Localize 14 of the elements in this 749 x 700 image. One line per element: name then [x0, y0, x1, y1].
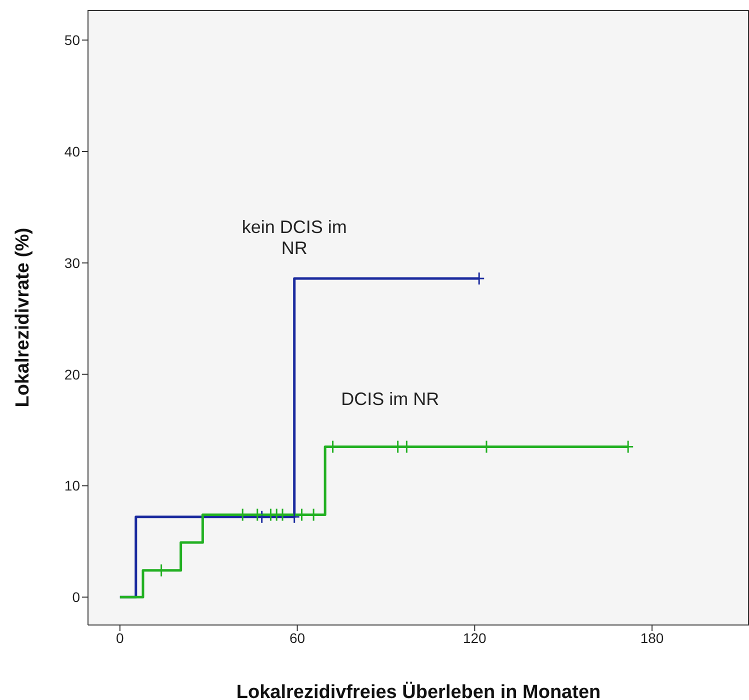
x-tick-label: 180 — [640, 630, 664, 646]
series-label: kein DCIS im NR — [240, 216, 348, 258]
y-tick-label: 10 — [64, 478, 80, 494]
x-tick-label: 0 — [116, 630, 124, 646]
y-tick-label: 40 — [64, 143, 80, 160]
x-axis-title: Lokalrezidivfreies Überleben in Monaten — [236, 681, 601, 700]
text: DCIS im NR — [340, 388, 440, 410]
y-axis-title: Lokalrezidivrate (%) — [12, 228, 34, 408]
y-tick-label: 0 — [72, 589, 80, 606]
y-tick-label: 30 — [64, 254, 80, 271]
y-tick-label: 20 — [64, 366, 80, 382]
x-tick-label: 120 — [462, 630, 487, 646]
y-tick-label: 50 — [64, 32, 80, 48]
x-tick-label: 60 — [290, 630, 306, 646]
